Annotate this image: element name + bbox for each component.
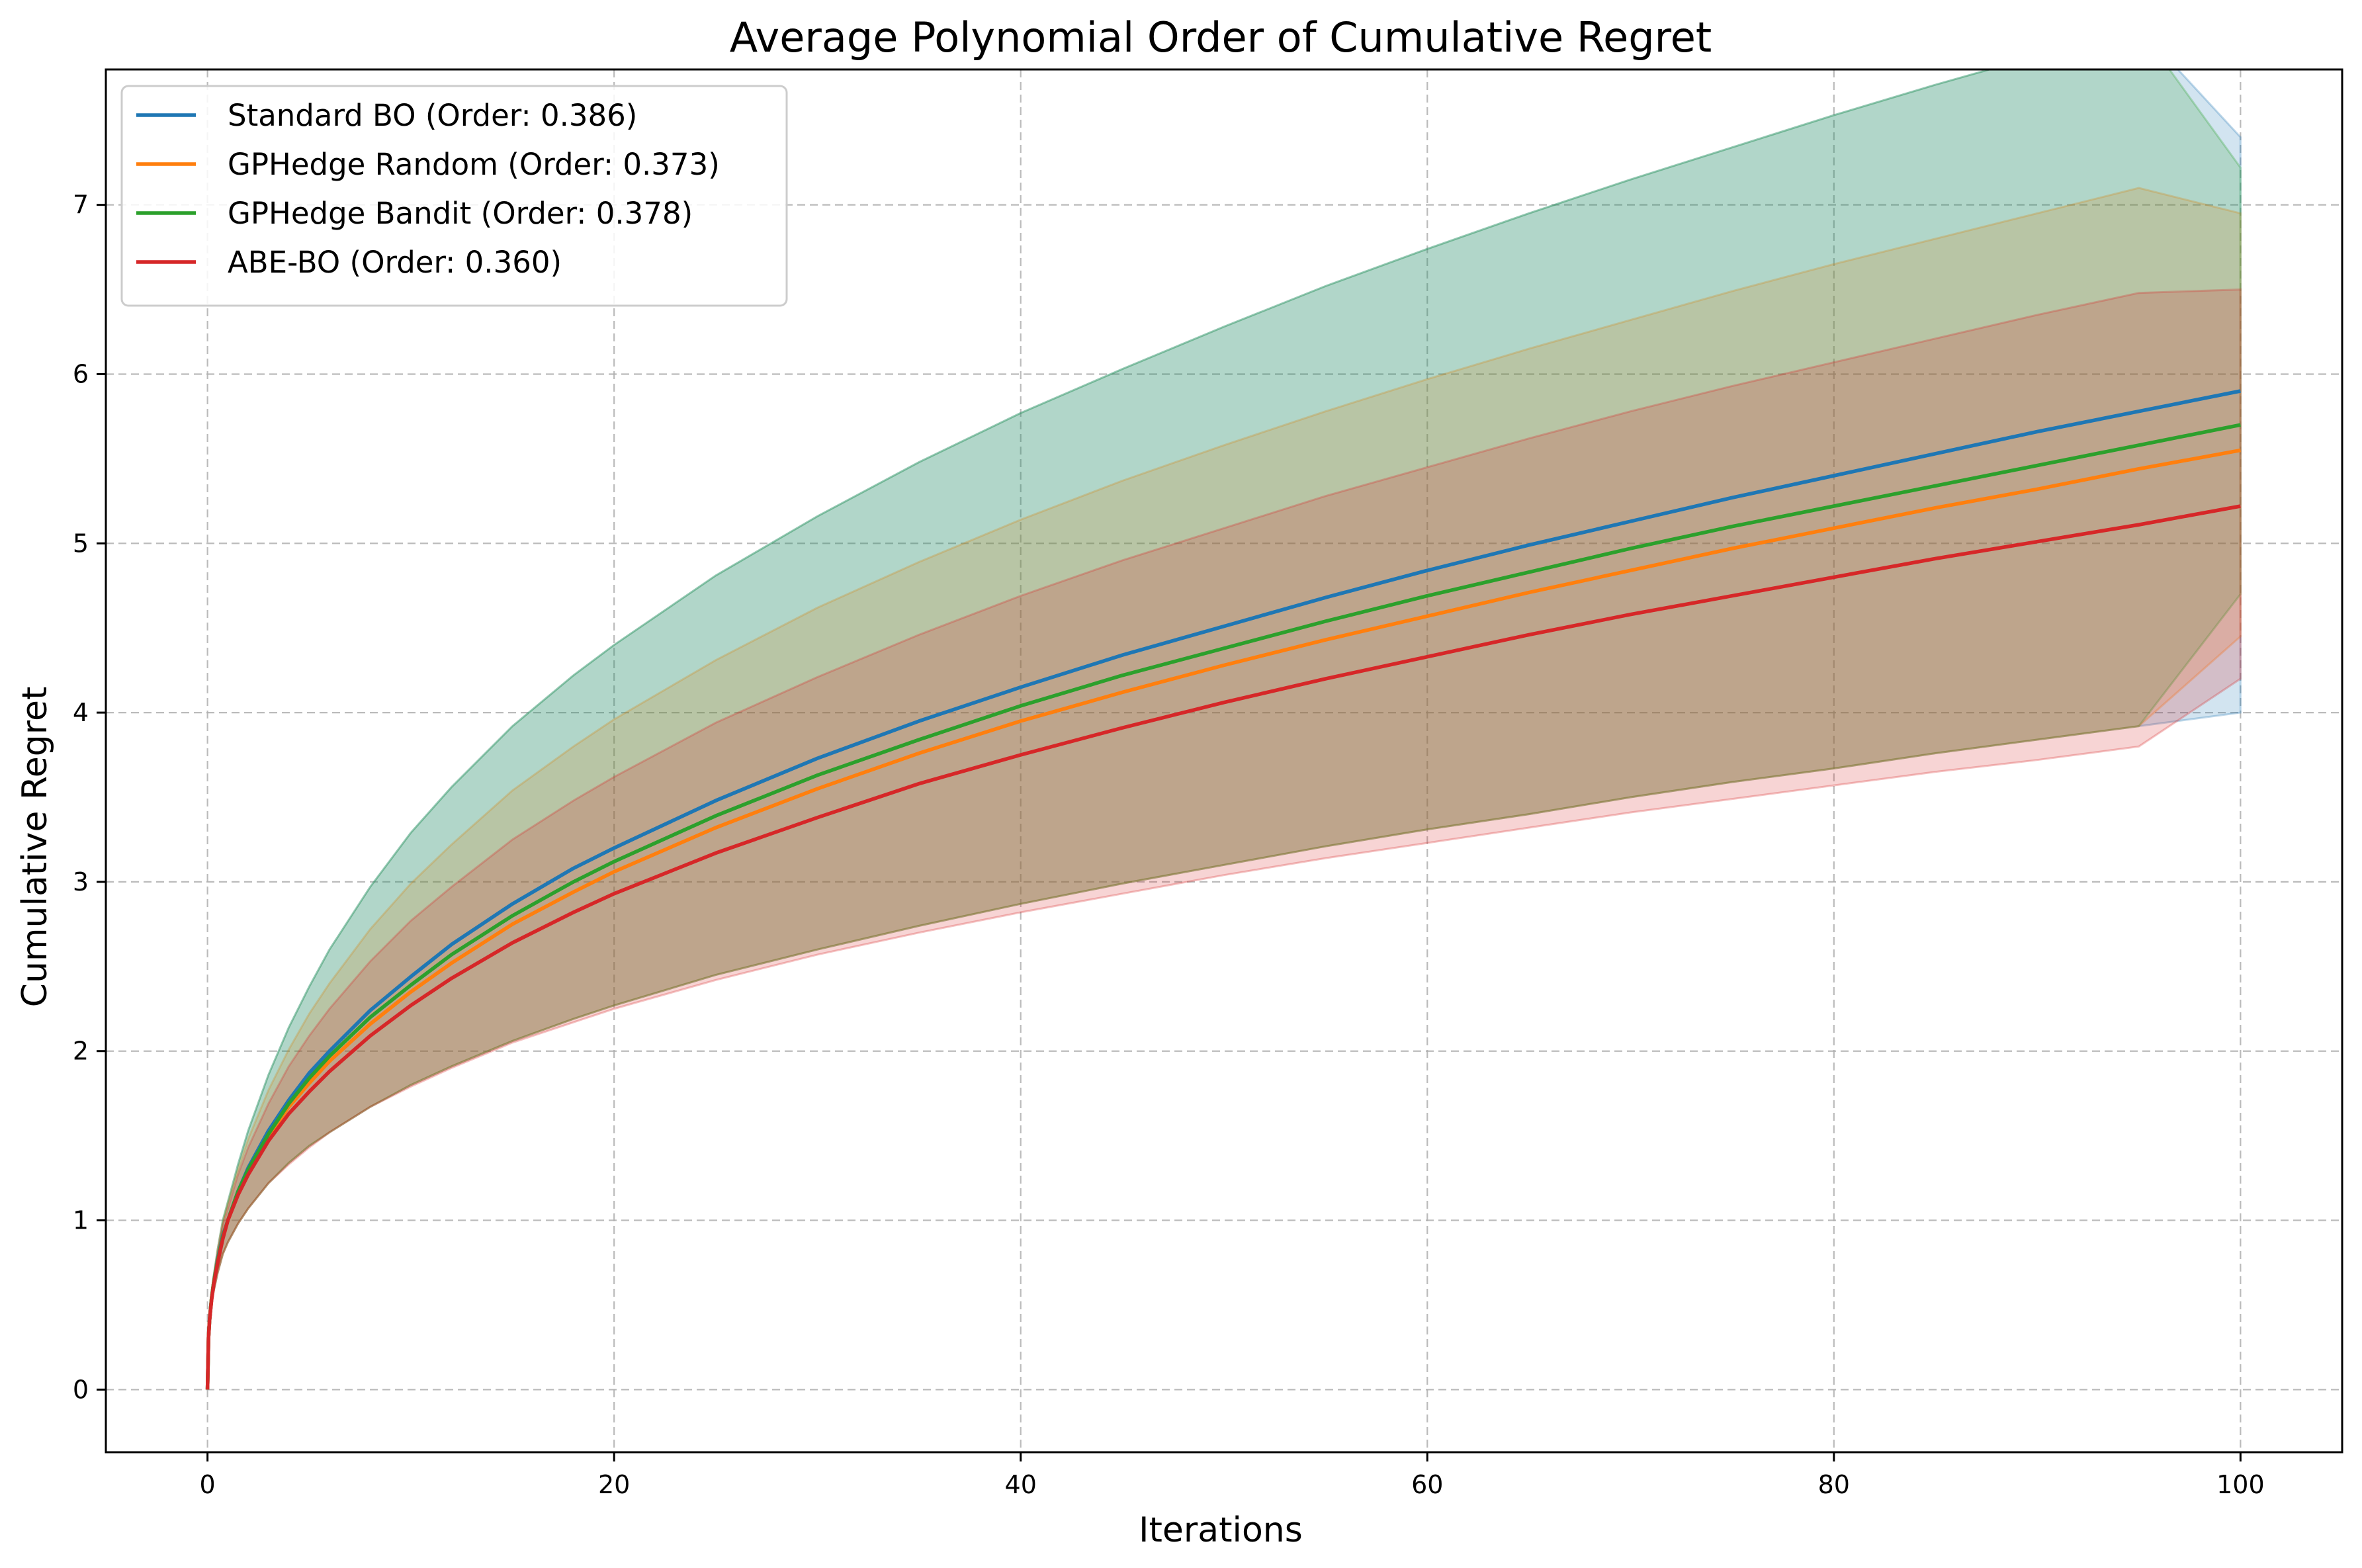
confidence-band-2 xyxy=(206,69,2242,1390)
x-tick-label: 40 xyxy=(1005,1470,1037,1499)
y-tick-label: 4 xyxy=(73,698,89,727)
plot-frame xyxy=(105,68,2343,1454)
x-tick-label: 80 xyxy=(1818,1470,1850,1499)
legend: Standard BO (Order: 0.386) GPHedge Random… xyxy=(120,85,788,307)
legend-label: ABE-BO (Order: 0.360) xyxy=(228,245,562,280)
y-tick-label: 1 xyxy=(73,1206,89,1235)
y-tick-label: 0 xyxy=(73,1375,89,1404)
y-tick-label: 2 xyxy=(73,1037,89,1066)
y-axis-label: Cumulative Regret xyxy=(15,687,55,1008)
x-tick-label: 100 xyxy=(2216,1470,2265,1499)
legend-label: GPHedge Bandit (Order: 0.378) xyxy=(228,196,693,231)
grid-layer xyxy=(106,69,2342,1452)
confidence-band-3 xyxy=(206,288,2242,1390)
x-tick-label: 0 xyxy=(200,1470,216,1499)
y-tick-label: 3 xyxy=(73,867,89,896)
line-layer xyxy=(205,389,2241,1390)
y-tick-label: 6 xyxy=(73,359,89,388)
x-tick-label: 60 xyxy=(1411,1470,1443,1499)
y-tick-label: 5 xyxy=(73,529,89,558)
series-line-3 xyxy=(205,504,2241,1390)
x-tick-label: 20 xyxy=(598,1470,630,1499)
legend-label: GPHedge Random (Order: 0.373) xyxy=(228,147,720,182)
y-tick-label: 7 xyxy=(73,191,89,220)
legend-label: Standard BO (Order: 0.386) xyxy=(228,98,637,133)
x-axis-label: Iterations xyxy=(1139,1510,1303,1550)
band-layer xyxy=(206,69,2242,1390)
legend-box xyxy=(120,85,788,307)
tick-layer: 0 20 40 60 80 100 0 1 2 3 4 5 6 7 xyxy=(73,191,2265,1499)
chart-title: Average Polynomial Order of Cumulative R… xyxy=(730,13,1712,62)
